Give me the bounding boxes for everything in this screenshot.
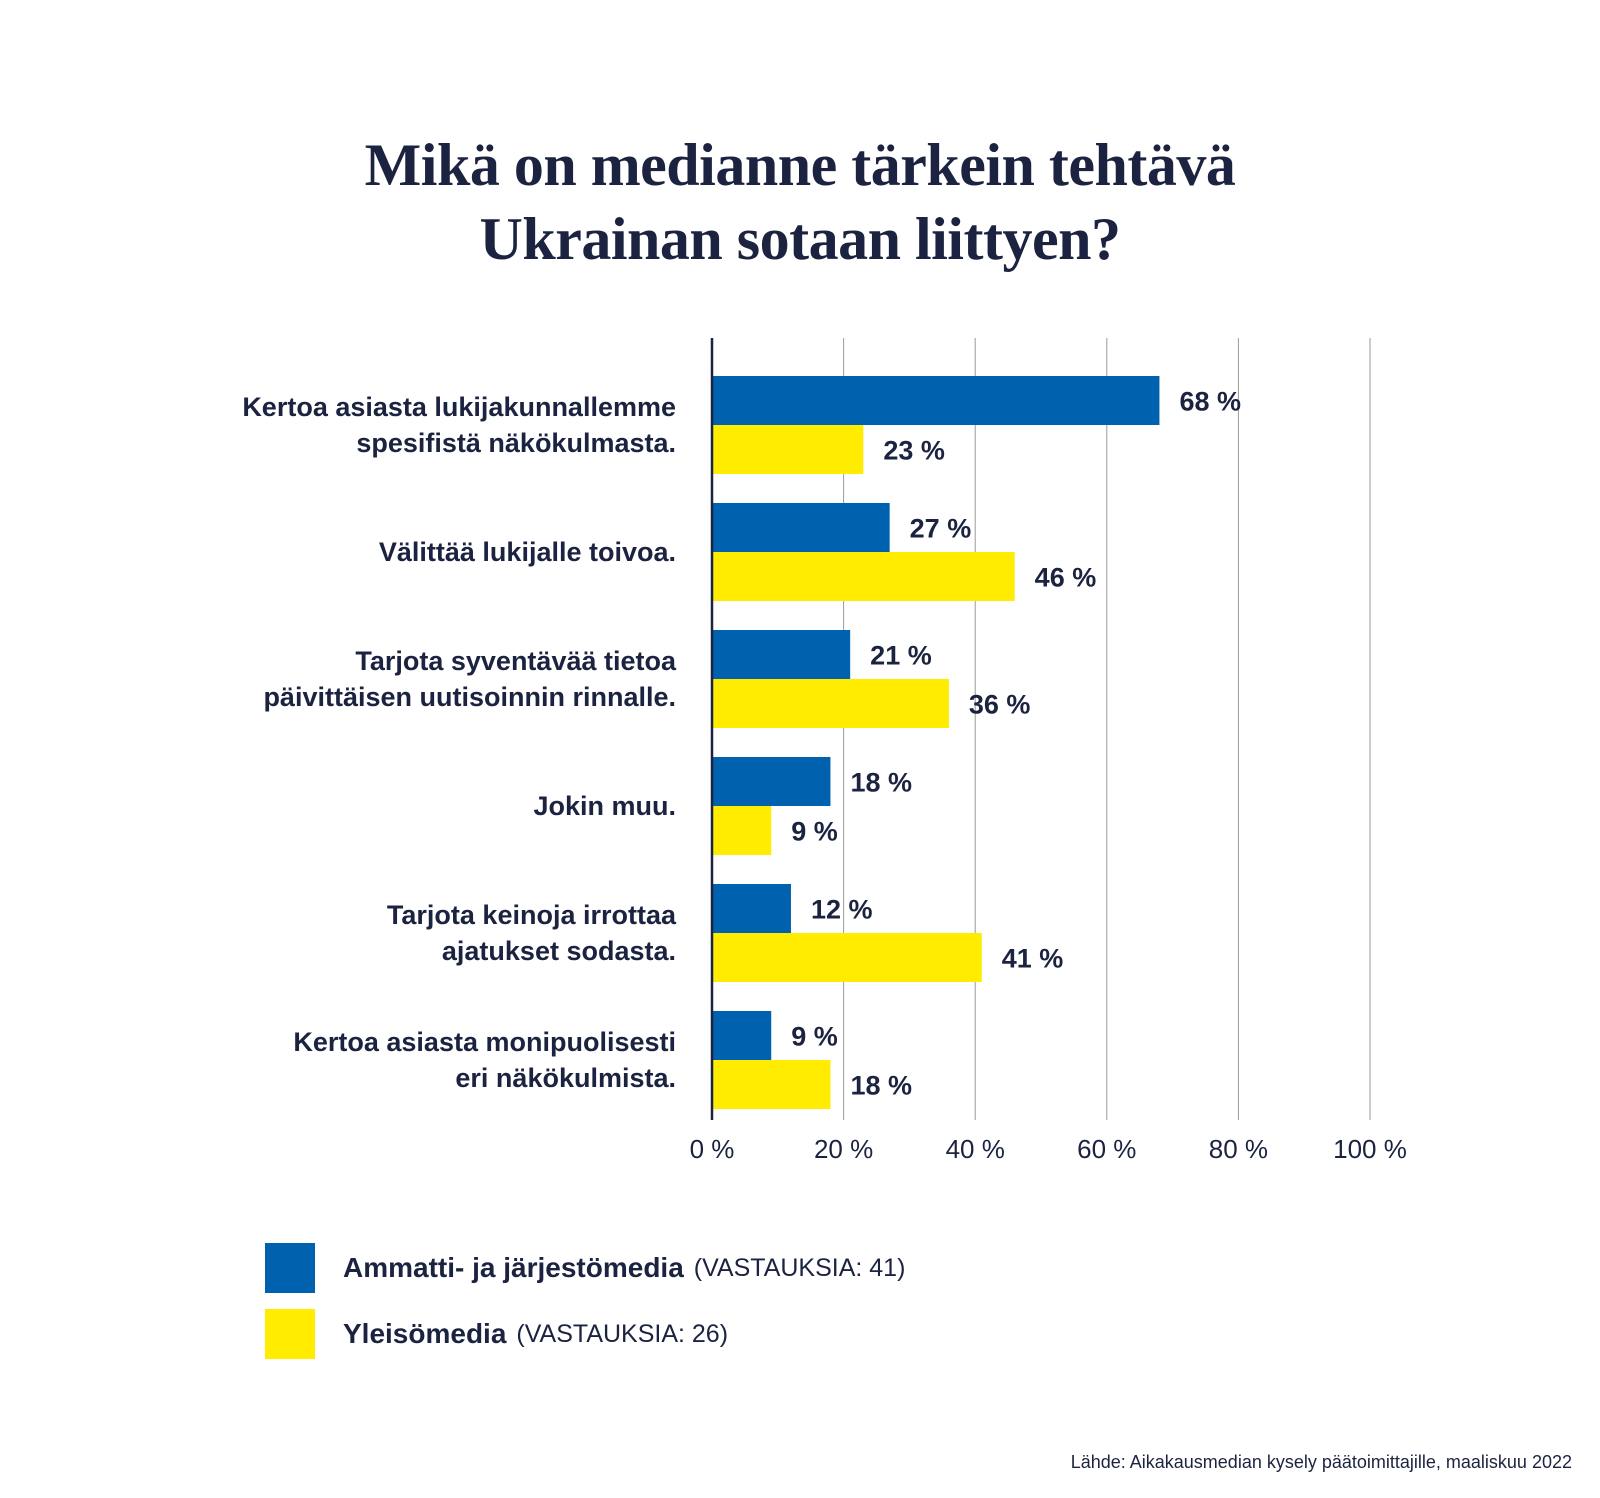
bar-3-series-2 bbox=[712, 679, 949, 728]
bar-4-series-2 bbox=[712, 806, 772, 855]
category-label-3: Tarjota syventävää tietoa päivittäisen uu… bbox=[263, 646, 677, 712]
legend-note-series-2: (VASTAUKSIA: 26) bbox=[516, 1319, 729, 1348]
value-label-5-series-2: 41 % bbox=[1002, 944, 1064, 974]
x-tick-label-5: 100 % bbox=[1333, 1134, 1407, 1164]
value-label-3-series-2: 36 % bbox=[969, 690, 1031, 720]
bar-1-series-2 bbox=[712, 425, 864, 474]
bar-6-series-2 bbox=[712, 1060, 831, 1109]
value-label-4-series-2: 9 % bbox=[791, 817, 838, 847]
category-label-4: Jokin muu. bbox=[533, 791, 676, 821]
chart-title: Mikä on medianne tärkein tehtävä Ukraina… bbox=[0, 128, 1600, 276]
bar-3-series-1 bbox=[712, 630, 851, 679]
x-tick-label-0: 0 % bbox=[690, 1134, 735, 1164]
x-tick-label-4: 80 % bbox=[1209, 1134, 1268, 1164]
legend-item-series-1: Ammatti- ja järjestömedia (VASTAUKSIA: 4… bbox=[265, 1243, 905, 1293]
chart-title-line-2: Ukrainan sotaan liittyen? bbox=[479, 206, 1121, 272]
value-label-2-series-2: 46 % bbox=[1035, 563, 1097, 593]
legend-item-series-2: Yleisömedia (VASTAUKSIA: 26) bbox=[265, 1309, 905, 1359]
x-tick-label-1: 20 % bbox=[814, 1134, 873, 1164]
legend-note-series-1: (VASTAUKSIA: 41) bbox=[693, 1253, 906, 1282]
legend-swatch-series-2 bbox=[265, 1309, 315, 1359]
value-label-4-series-1: 18 % bbox=[850, 768, 912, 798]
bar-4-series-1 bbox=[712, 757, 831, 806]
value-label-6-series-1: 9 % bbox=[791, 1022, 838, 1052]
value-label-1-series-1: 68 % bbox=[1179, 387, 1241, 417]
legend-label-series-2: Yleisömedia bbox=[343, 1318, 507, 1349]
category-label-2: Välittää lukijalle toivoa. bbox=[379, 537, 676, 567]
bar-2-series-1 bbox=[712, 503, 890, 552]
value-label-5-series-1: 12 % bbox=[811, 895, 873, 925]
category-label-5: Tarjota keinoja irrottaa ajatukset sodast… bbox=[387, 900, 677, 966]
bar-5-series-1 bbox=[712, 884, 791, 933]
category-label-1: Kertoa asiasta lukijakunnallemme spesifis… bbox=[242, 392, 676, 458]
legend: Ammatti- ja järjestömedia (VASTAUKSIA: 4… bbox=[265, 1243, 905, 1375]
x-tick-label-2: 40 % bbox=[946, 1134, 1005, 1164]
bar-1-series-1 bbox=[712, 376, 1160, 425]
chart-title-line-1: Mikä on medianne tärkein tehtävä bbox=[364, 132, 1236, 198]
bar-6-series-1 bbox=[712, 1011, 772, 1060]
bar-2-series-2 bbox=[712, 552, 1015, 601]
legend-swatch-series-1 bbox=[265, 1243, 315, 1293]
x-tick-label-3: 60 % bbox=[1077, 1134, 1136, 1164]
source-note: Lähde: Aikakausmedian kysely päätoimitta… bbox=[1070, 1452, 1572, 1472]
value-label-2-series-1: 27 % bbox=[910, 514, 972, 544]
bar-chart: 68 % 23 % Kertoa asiasta lukijakunnallemme… bbox=[242, 338, 1407, 1164]
value-label-3-series-1: 21 % bbox=[870, 641, 932, 671]
value-label-1-series-2: 23 % bbox=[883, 436, 945, 466]
bar-5-series-2 bbox=[712, 933, 982, 982]
legend-label-series-1: Ammatti- ja järjestömedia bbox=[343, 1252, 684, 1283]
category-label-6: Kertoa asiasta monipuolisesti eri näkökul… bbox=[293, 1027, 676, 1093]
value-label-6-series-2: 18 % bbox=[850, 1071, 912, 1101]
